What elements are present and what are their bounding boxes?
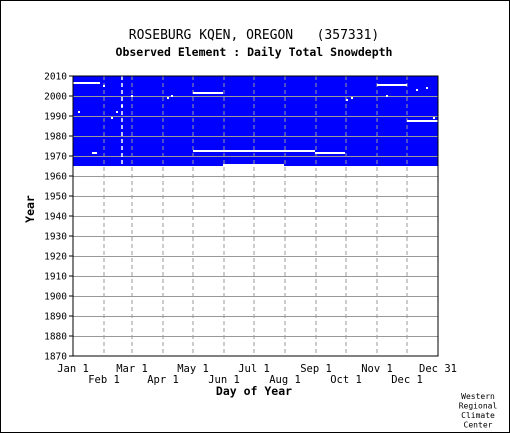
grid-layer — [73, 76, 438, 356]
y-tick-label-1930: 1930 — [44, 232, 67, 243]
y-tick-label-1900: 1900 — [44, 292, 67, 303]
y-tick-label-1890: 1890 — [44, 312, 67, 323]
missing-dot-2 — [416, 89, 418, 91]
missing-dot-4 — [171, 95, 173, 97]
chart-title: ROSEBURG KQEN, OREGON (357331) — [129, 28, 379, 43]
missing-dot-8 — [346, 99, 348, 101]
y-tick-label-1870: 1870 — [44, 352, 67, 363]
missing-segment-0 — [73, 82, 100, 84]
missing-segment-5 — [315, 152, 345, 154]
x-tick-label-top-5: Nov 1 — [361, 363, 393, 375]
y-axis-label: Year — [23, 195, 37, 223]
missing-dot-0 — [103, 85, 105, 87]
x-tick-label-top-0: Jan 1 — [57, 363, 89, 375]
y-tick-label-2000: 2000 — [44, 92, 67, 103]
x-tick-label-top-3: Jul 1 — [238, 363, 270, 375]
observed-region — [73, 76, 438, 166]
x-tick-label-bottom-0: Feb 1 — [88, 374, 120, 386]
missing-segment-7 — [223, 164, 253, 166]
y-tick-label-2010: 2010 — [44, 72, 67, 83]
x-tick-label-top-6: Dec 31 — [419, 363, 457, 375]
y-tick-label-1940: 1940 — [44, 212, 67, 223]
y-tick-labels: 2010 2000 1990 1980 1970 1960 1950 1940 1930 1920… — [44, 72, 73, 363]
missing-dot-3 — [131, 95, 133, 97]
observed-fill-layer — [73, 76, 438, 166]
missing-dot-12 — [111, 117, 113, 119]
x-tick-label-top-1: Mar 1 — [116, 363, 148, 375]
missing-dot-7 — [351, 97, 353, 99]
missing-dot-1 — [426, 87, 428, 89]
missing-dot-6 — [167, 97, 169, 99]
credit-line-0: Western — [461, 392, 495, 401]
y-tick-label-1990: 1990 — [44, 112, 67, 123]
missing-segment-1 — [377, 84, 407, 86]
x-tick-label-bottom-4: Oct 1 — [330, 374, 362, 386]
plot-border — [72, 75, 439, 357]
missing-segment-6 — [92, 152, 97, 154]
credit-line-3: Center — [464, 421, 493, 430]
missing-segment-4 — [193, 150, 315, 152]
missing-dot-11 — [116, 111, 118, 113]
chart-subtitle: Observed Element : Daily Total Snowdepth — [116, 45, 393, 59]
x-axis-label: Day of Year — [216, 384, 292, 398]
x-tick-label-top-2: May 1 — [177, 363, 209, 375]
x-tick-label-bottom-1: Apr 1 — [147, 374, 179, 386]
x-tick-label-bottom-2: Jun 1 — [208, 374, 240, 386]
missing-dot-13 — [433, 117, 435, 119]
missing-dot-10 — [78, 111, 80, 113]
y-tick-label-1960: 1960 — [44, 172, 67, 183]
x-tick-label-bottom-3: Aug 1 — [269, 374, 301, 386]
y-tick-label-1920: 1920 — [44, 252, 67, 263]
y-tick-label-1980: 1980 — [44, 132, 67, 143]
missing-segment-2 — [193, 92, 223, 94]
y-tick-label-1950: 1950 — [44, 192, 67, 203]
y-tick-label-1880: 1880 — [44, 332, 67, 343]
credit-line-1: Regional — [459, 402, 498, 411]
y-tick-label-1970: 1970 — [44, 152, 67, 163]
missing-segment-9 — [315, 166, 345, 168]
credit-line-2: Climate — [461, 411, 495, 420]
missing-segment-3 — [407, 120, 438, 122]
missing-dot-5 — [386, 95, 388, 97]
x-tick-labels: Jan 1 Mar 1 May 1 Jul 1 Sep 1 Nov 1 Dec 31 Feb … — [57, 363, 457, 386]
x-tick-label-top-4: Sep 1 — [300, 363, 332, 375]
missing-segment-8 — [253, 164, 284, 166]
missing-data-layer — [73, 76, 438, 168]
y-tick-label-1910: 1910 — [44, 272, 67, 283]
x-tick-label-bottom-5: Dec 1 — [391, 374, 423, 386]
